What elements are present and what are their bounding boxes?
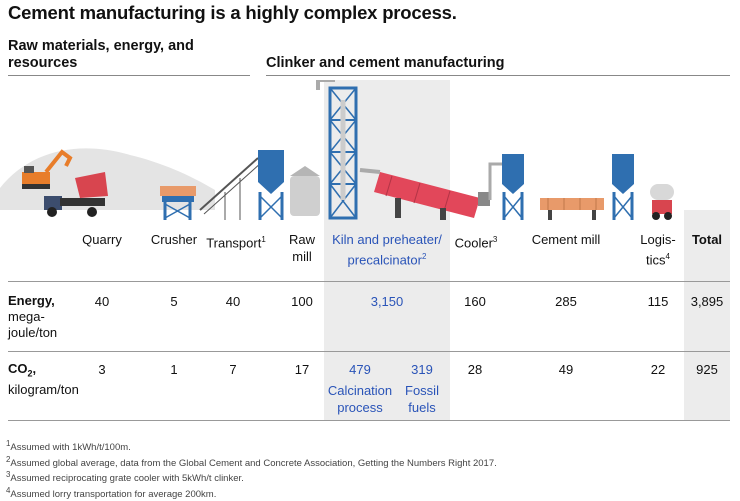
- rotary-kiln-icon: [359, 168, 490, 220]
- energy-cooler: 160: [464, 294, 486, 309]
- co2-unit: kilogram/ton: [8, 381, 79, 397]
- energy-crusher: 5: [170, 294, 178, 309]
- col-header-crusher: Crusher: [150, 232, 198, 247]
- cement-silo-icon: [612, 154, 634, 220]
- co2-fossil-value: 319: [411, 362, 433, 377]
- row-rule-2: [8, 351, 730, 352]
- co2-cement-mill: 49: [558, 362, 574, 377]
- footnote-text-3: Assumed reciprocating grate cooler with …: [10, 473, 244, 485]
- col-header-raw-mill: Raw mill: [282, 231, 322, 265]
- transport-label: Transport: [206, 235, 262, 251]
- footnotes: 1Assumed with 1kWh/t/100m. 2Assumed glob…: [6, 438, 736, 501]
- co2-calcination-label-2: process: [337, 400, 383, 415]
- row-rule-1: [8, 281, 730, 282]
- transport-footnote-ref: 1: [261, 235, 266, 244]
- footnote-1: 1Assumed with 1kWh/t/100m.: [6, 438, 736, 454]
- footnote-mark-3: 3: [6, 470, 11, 480]
- footnote-mark-2: 2: [6, 454, 11, 464]
- col-header-cement-mill: Cement mill: [531, 232, 601, 247]
- total-column-shade: [684, 210, 730, 420]
- col-header-quarry: Quarry: [82, 232, 122, 247]
- co2-crusher: 1: [170, 362, 178, 377]
- energy-cement-mill: 285: [555, 294, 577, 309]
- kiln-footnote-ref: 2: [421, 252, 427, 261]
- co2-label-subscript: 2: [27, 368, 33, 379]
- energy-total: 3,895: [690, 294, 724, 309]
- energy-unit-1: mega-: [8, 309, 45, 324]
- co2-raw-mill: 17: [294, 362, 310, 377]
- section-rule-left: [8, 75, 250, 76]
- row-rule-3: [8, 420, 730, 421]
- co2-label: CO: [8, 361, 28, 376]
- co2-fossil-fuels: 319 Fossil fuels: [398, 361, 446, 416]
- excavator-icon: [22, 149, 73, 189]
- energy-quarry: 40: [94, 294, 110, 309]
- kiln-label-1: Kiln and preheater/: [332, 232, 442, 247]
- preheater-tower-icon: [316, 80, 358, 220]
- col-header-cooler: Cooler3: [450, 231, 502, 251]
- energy-label: Energy,: [8, 293, 55, 308]
- col-header-logistics: Logis-tics4: [634, 231, 682, 268]
- col-header-transport: Transport1: [202, 231, 270, 251]
- raw-mill-label-2: mill: [292, 249, 312, 264]
- page-title: Cement manufacturing is a highly complex…: [8, 2, 457, 23]
- silo-icon: [258, 150, 284, 220]
- dump-truck-icon: [44, 172, 108, 217]
- energy-logistics: 115: [647, 294, 669, 309]
- co2-quarry: 3: [98, 362, 106, 377]
- co2-calcination-label-1: Calcination: [327, 383, 393, 398]
- energy-kiln: 3,150: [370, 294, 404, 309]
- crusher-icon: [160, 186, 196, 220]
- cement-mill-icon: [540, 198, 604, 220]
- section-raw-materials: Raw materials, energy, and resources: [8, 38, 194, 71]
- cooler-footnote-ref: 3: [492, 235, 498, 244]
- footnote-mark-4: 4: [6, 485, 11, 495]
- cooler-tower-icon: [488, 154, 524, 220]
- process-illustration: [0, 80, 674, 220]
- footnote-text-1: Assumed with 1kWh/t/100m.: [10, 442, 131, 454]
- footnote-text-2: Assumed global average, data from the Gl…: [10, 457, 497, 469]
- logistics-label-2: tics: [646, 252, 666, 268]
- co2-transport: 7: [229, 362, 237, 377]
- co2-total: 925: [696, 362, 718, 377]
- col-header-total: Total: [691, 232, 723, 247]
- energy-transport: 40: [225, 294, 241, 309]
- footnote-3: 3Assumed reciprocating grate cooler with…: [6, 469, 736, 485]
- footnote-2: 2Assumed global average, data from the G…: [6, 454, 736, 470]
- kiln-label-2: precalcinator: [347, 252, 422, 268]
- section-rule-right: [266, 75, 730, 76]
- raw-mill-label-1: Raw: [288, 232, 315, 247]
- footnote-mark-1: 1: [6, 439, 11, 448]
- energy-unit-2: joule/ton: [8, 325, 58, 340]
- energy-raw-mill: 100: [291, 294, 313, 309]
- logistics-footnote-ref: 4: [665, 252, 670, 261]
- col-header-kiln: Kiln and preheater/precalcinator2: [324, 231, 450, 268]
- logistics-label-1: Logis-: [640, 232, 676, 247]
- co2-fossil-label-1: Fossil: [405, 383, 439, 398]
- footnote-4: 4Assumed lorry transportation for averag…: [6, 485, 736, 501]
- energy-row-label: Energy, mega- joule/ton: [8, 293, 57, 341]
- co2-cooler: 28: [467, 362, 483, 377]
- conveyor-icon: [199, 157, 263, 220]
- co2-label-comma: ,: [32, 361, 37, 376]
- co2-fossil-label-2: fuels: [408, 400, 436, 415]
- section-clinker-cement: Clinker and cement manufacturing: [266, 55, 505, 71]
- co2-calcination: 479 Calcination process: [324, 361, 396, 416]
- co2-row-label: CO2, kilogram/ton: [8, 361, 79, 398]
- cement-truck-icon: [650, 184, 674, 220]
- co2-logistics: 22: [650, 362, 666, 377]
- cooler-label: Cooler: [454, 235, 493, 251]
- co2-calcination-value: 479: [349, 362, 371, 377]
- raw-mill-icon: [290, 166, 320, 216]
